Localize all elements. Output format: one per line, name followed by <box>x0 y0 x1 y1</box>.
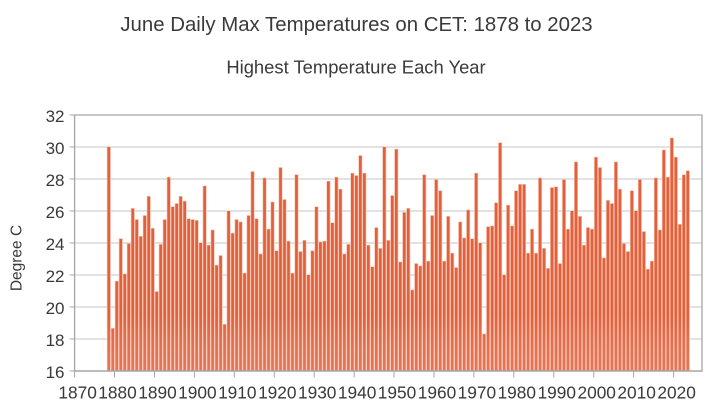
svg-text:1970: 1970 <box>458 383 496 403</box>
svg-text:June Daily Max Temperatures on: June Daily Max Temperatures on CET: 1878… <box>120 14 592 36</box>
svg-text:Degree C: Degree C <box>9 225 26 291</box>
svg-text:18: 18 <box>46 331 65 350</box>
svg-text:24: 24 <box>46 235 65 254</box>
svg-text:28: 28 <box>46 171 65 190</box>
svg-text:22: 22 <box>46 267 65 286</box>
svg-text:2010: 2010 <box>617 383 655 403</box>
svg-text:1890: 1890 <box>138 383 176 403</box>
svg-text:1980: 1980 <box>498 383 536 403</box>
svg-text:1910: 1910 <box>218 383 256 403</box>
svg-text:20: 20 <box>46 299 65 318</box>
svg-text:1880: 1880 <box>98 383 136 403</box>
svg-text:2020: 2020 <box>657 383 695 403</box>
svg-text:1920: 1920 <box>258 383 296 403</box>
svg-text:1940: 1940 <box>338 383 376 403</box>
svg-text:1960: 1960 <box>418 383 456 403</box>
svg-text:16: 16 <box>46 363 65 382</box>
svg-text:26: 26 <box>46 203 65 222</box>
svg-text:1990: 1990 <box>538 383 576 403</box>
svg-text:1900: 1900 <box>178 383 216 403</box>
svg-text:32: 32 <box>46 107 65 126</box>
svg-text:1950: 1950 <box>378 383 416 403</box>
svg-text:Highest Temperature Each Year: Highest Temperature Each Year <box>226 57 485 78</box>
svg-text:1870: 1870 <box>58 383 96 403</box>
svg-text:30: 30 <box>46 139 65 158</box>
svg-text:2000: 2000 <box>577 383 615 403</box>
svg-text:1930: 1930 <box>298 383 336 403</box>
